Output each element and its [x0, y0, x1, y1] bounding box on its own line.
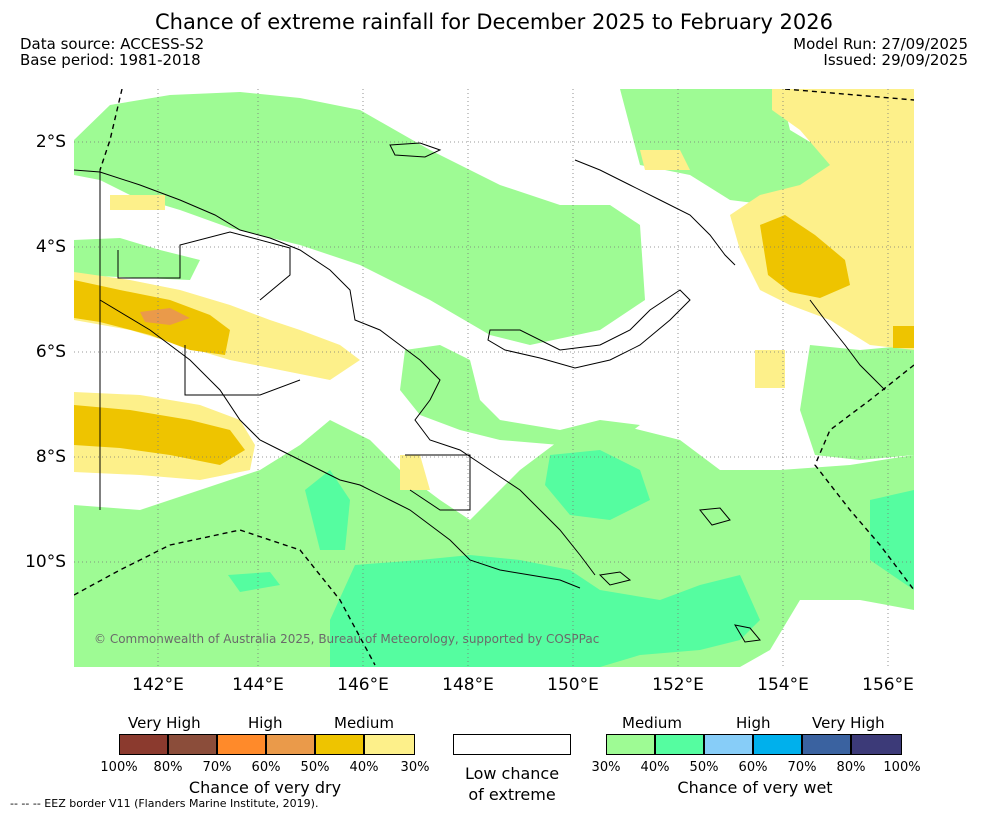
- legend-wet-swatch-1: [606, 734, 655, 755]
- legend-dry-tick: 50%: [300, 760, 330, 775]
- legend-wet-name: Chance of very wet: [677, 778, 833, 797]
- eez-border-east: [814, 364, 914, 591]
- issued-date: Issued: 29/09/2025: [823, 51, 968, 69]
- legend-dry-tick: 70%: [202, 760, 232, 775]
- x-label-144e: 144°E: [232, 675, 284, 695]
- eez-border-note: -- -- -- EEZ border V11 (Flanders Marine…: [10, 797, 319, 810]
- x-label-142e: 142°E: [132, 675, 184, 695]
- legend-wet-tick: 50%: [689, 760, 719, 775]
- dry-region-small1: [110, 195, 165, 210]
- legend-dry-swatch-2: [168, 734, 217, 755]
- dry-high-southwest: [74, 405, 245, 465]
- legend-wet-swatch-3: [704, 734, 753, 755]
- legend-dry-tick: 60%: [251, 760, 281, 775]
- wet-region-north: [74, 92, 645, 345]
- legend-low-line2: of extreme: [468, 785, 556, 804]
- legend-dry-swatch-5: [315, 734, 364, 755]
- legend-low-line1: Low chance: [464, 764, 560, 783]
- data-source: Data source: ACCESS-S2: [20, 35, 205, 53]
- x-label-152e: 152°E: [652, 675, 704, 695]
- coastline-new-guinea-north: [74, 169, 596, 576]
- wet-region-west: [74, 238, 200, 280]
- coastline-fergusson: [699, 507, 731, 526]
- legend-wet-high: High: [736, 714, 771, 732]
- y-label-8s: 8°S: [35, 447, 66, 467]
- coastline-new-ireland: [574, 159, 736, 266]
- x-label-150e: 150°E: [547, 675, 599, 695]
- coastline-islands-east: [734, 624, 761, 643]
- legend-wet-tick: 80%: [836, 760, 866, 775]
- legend-wet-tick: 40%: [640, 760, 670, 775]
- rainfall-map: [74, 89, 914, 667]
- gridlines: [74, 89, 914, 667]
- dry-high-northeast: [760, 215, 850, 298]
- wet-high-east: [870, 490, 914, 590]
- legend-dry-medium: Medium: [334, 714, 394, 732]
- y-label-10s: 10°S: [25, 552, 66, 572]
- eez-border-northeast: [784, 89, 914, 101]
- coastline-bougainville: [809, 299, 886, 391]
- legend-dry-tick: 30%: [400, 760, 430, 775]
- y-label-2s: 2°S: [35, 132, 66, 152]
- legend-dry-high: High: [248, 714, 283, 732]
- map-title: Chance of extreme rainfall for December …: [155, 10, 833, 34]
- map-area: [74, 89, 914, 667]
- legend-dry-tick: 80%: [153, 760, 183, 775]
- copyright-notice: © Commonwealth of Australia 2025, Bureau…: [94, 632, 600, 646]
- borders: [99, 170, 471, 511]
- x-label-154e: 154°E: [757, 675, 809, 695]
- legend-wet-medium: Medium: [622, 714, 682, 732]
- legend-wet-very-high: Very High: [812, 714, 885, 732]
- y-label-4s: 4°S: [35, 237, 66, 257]
- x-label-146e: 146°E: [337, 675, 389, 695]
- eez-border-southwest: [74, 529, 376, 666]
- dry-high-small: [893, 326, 914, 348]
- dry-region-small4: [640, 150, 690, 170]
- wet-region-east: [800, 345, 914, 460]
- legend-dry-name: Chance of very dry: [188, 778, 342, 797]
- coastline-new-britain: [487, 289, 691, 369]
- wet-high-mid: [545, 450, 650, 520]
- legend-low-swatch: [453, 734, 571, 755]
- dry-region-small2: [755, 350, 785, 388]
- legend-wet-tick: 100%: [883, 760, 921, 775]
- legend-wet-tick: 60%: [738, 760, 768, 775]
- y-label-6s: 6°S: [35, 342, 66, 362]
- border-province-3: [405, 454, 471, 511]
- legend-dry-very-high: Very High: [128, 714, 201, 732]
- wet-high-west: [305, 470, 350, 550]
- legend-wet-swatch-5: [802, 734, 851, 755]
- x-label-148e: 148°E: [442, 675, 494, 695]
- legend-dry-swatch-3: [217, 734, 266, 755]
- base-period: Base period: 1981-2018: [20, 51, 201, 69]
- legend-wet-swatch-2: [655, 734, 704, 755]
- legend-wet-swatch-6: [851, 734, 902, 755]
- dry-very-high: [140, 308, 190, 325]
- wet-high-south: [330, 555, 760, 667]
- legend-dry-tick: 40%: [349, 760, 379, 775]
- meta-right: Model Run: 27/09/2025 Issued: 29/09/2025: [793, 36, 968, 68]
- legend-wet-swatch-4: [753, 734, 802, 755]
- legend-wet-tick: 30%: [591, 760, 621, 775]
- eez-borders: [74, 89, 914, 666]
- legend-dry-tick: 100%: [100, 760, 138, 775]
- legend-dry-swatch-1: [119, 734, 168, 755]
- wet-region-central: [400, 345, 640, 445]
- x-label-156e: 156°E: [862, 675, 914, 695]
- model-run: Model Run: 27/09/2025: [793, 35, 968, 53]
- eez-border-west: [99, 89, 123, 171]
- dry-region-northeast: [730, 89, 914, 350]
- legend-dry-swatch-6: [364, 734, 415, 755]
- border-province-2: [184, 345, 301, 396]
- legend-dry-swatch-4: [266, 734, 315, 755]
- legend-wet-tick: 70%: [787, 760, 817, 775]
- border-province-1: [117, 231, 291, 301]
- dry-region-small3: [400, 455, 430, 490]
- wet-high-small: [228, 572, 280, 592]
- coastline-manus: [389, 142, 442, 158]
- meta-left: Data source: ACCESS-S2 Base period: 1981…: [20, 36, 204, 68]
- coastline-islands-south: [598, 571, 632, 586]
